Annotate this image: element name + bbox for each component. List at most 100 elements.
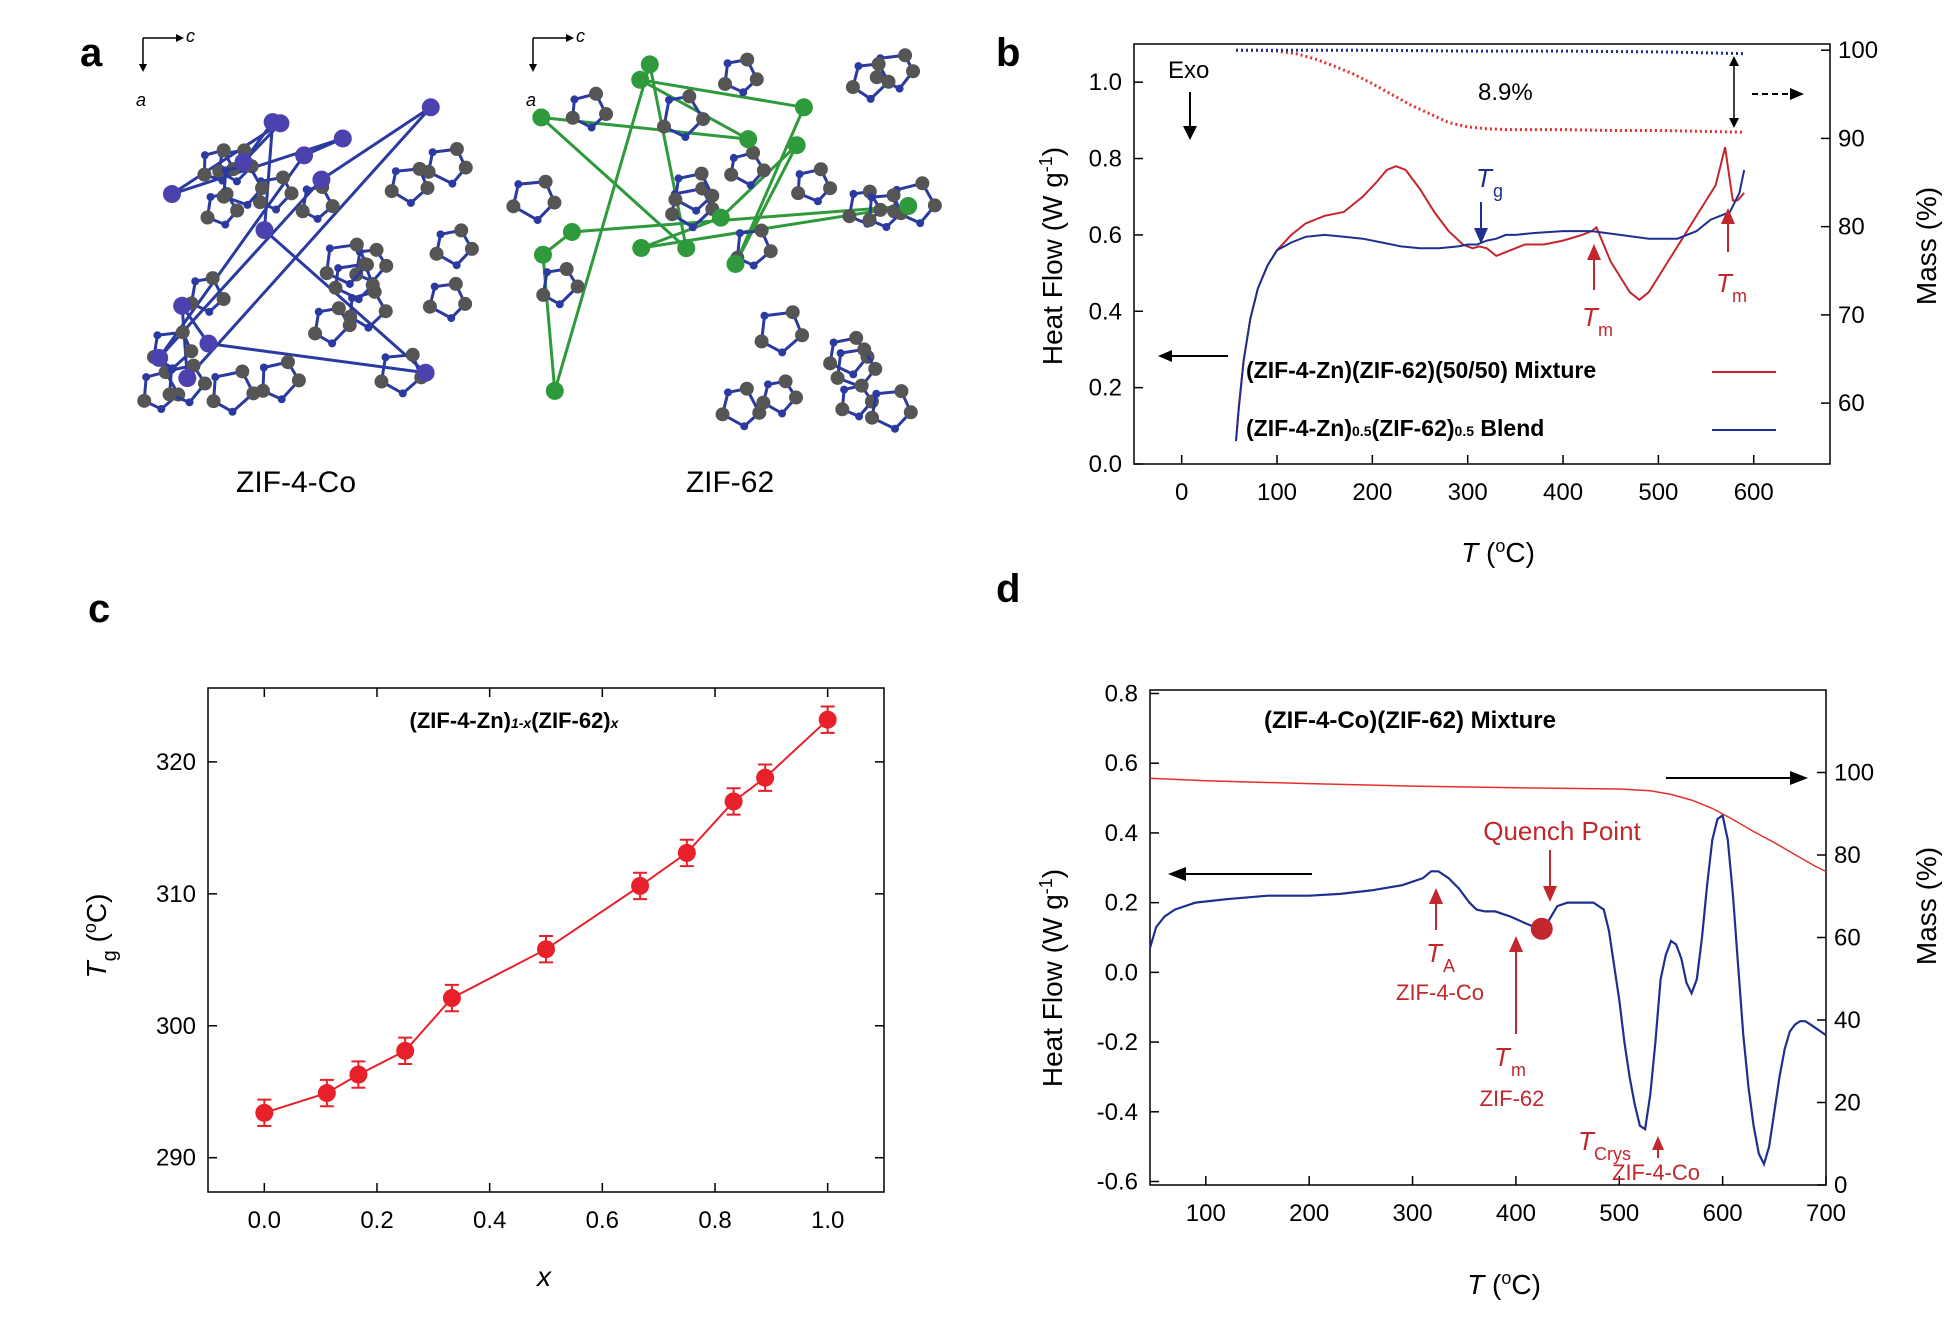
- atom: [378, 304, 393, 319]
- data-point: [631, 876, 650, 895]
- atom: [927, 198, 942, 213]
- bond: [639, 78, 805, 109]
- atom: [823, 181, 838, 196]
- atom: [739, 381, 754, 396]
- metal-atom: [255, 221, 274, 240]
- bond: [157, 154, 306, 359]
- panel-d-title: (ZIF-4-Co)(ZIF-62) Mixture: [1264, 707, 1556, 734]
- metal-atom: [677, 239, 696, 258]
- tcrys-label: T: [1578, 1126, 1596, 1156]
- quench-point-label: Quench Point: [1483, 816, 1641, 846]
- structure-zif-62: [506, 48, 942, 433]
- x-tick-label: 500: [1638, 479, 1678, 506]
- tm2-subscript: m: [1732, 286, 1747, 306]
- series-line-0: [1148, 813, 1827, 1168]
- atom: [391, 167, 400, 176]
- x-tick-label: 100: [1257, 479, 1297, 506]
- atom: [452, 261, 461, 270]
- y-tick-label: -0.2: [1097, 1029, 1138, 1056]
- metal-atom: [271, 114, 290, 133]
- x-tick-label: 200: [1289, 1200, 1329, 1227]
- atom: [302, 185, 311, 194]
- panel-c-xlabel: x: [535, 1261, 552, 1292]
- bond: [262, 121, 275, 231]
- plot-frame: [207, 687, 885, 1193]
- atom: [538, 174, 553, 189]
- y-tick-label: 0.2: [1105, 890, 1138, 917]
- panel-b: b 0 100 200 300 400 500 600 0.0 0.2 0.4 0.6 0.8 1.0 6…: [996, 31, 1942, 568]
- axis-a-label: a: [136, 90, 146, 110]
- atom: [185, 398, 194, 407]
- y-tick-label: -0.4: [1097, 1099, 1138, 1126]
- atom: [882, 223, 891, 232]
- data-point: [255, 1103, 274, 1122]
- atom: [890, 424, 899, 433]
- atom: [211, 373, 220, 382]
- atom: [405, 347, 420, 362]
- atom: [284, 186, 299, 201]
- y-tick-label: 290: [156, 1145, 196, 1172]
- tm1-arrow-icon: [1587, 244, 1601, 260]
- atom: [894, 384, 909, 399]
- atom: [665, 207, 680, 222]
- atom: [681, 133, 690, 142]
- series-line-2: [1236, 48, 1745, 134]
- axis-c-label: c: [186, 26, 195, 46]
- tm2-arrow-icon: [1721, 208, 1735, 224]
- y2-tick-label: 40: [1834, 1007, 1861, 1034]
- atom: [854, 378, 869, 393]
- atom: [345, 279, 354, 288]
- atom: [328, 339, 337, 348]
- atom: [349, 237, 364, 252]
- series-line-1: [1235, 169, 1746, 442]
- atom: [277, 395, 286, 404]
- metal-atom: [787, 136, 806, 155]
- atom: [903, 405, 918, 420]
- atom: [157, 405, 166, 414]
- tg-label: T: [1476, 163, 1494, 193]
- structure-zif-4-co-label: ZIF-4-Co: [236, 466, 356, 499]
- y-tick-label: 0.6: [1089, 222, 1122, 249]
- atom: [739, 88, 748, 97]
- x-tick-label: 300: [1448, 479, 1488, 506]
- y2-tick-label: 90: [1838, 125, 1865, 152]
- atom: [205, 271, 220, 286]
- atom: [845, 80, 860, 95]
- atom: [295, 204, 310, 219]
- data-point: [677, 843, 696, 862]
- bond: [320, 106, 432, 181]
- tm1-label: T: [1582, 302, 1600, 332]
- metal-atom: [416, 363, 435, 382]
- atom: [153, 331, 162, 340]
- metal-atom: [562, 222, 581, 241]
- tg-arrow-icon: [1474, 228, 1488, 244]
- atom: [255, 181, 270, 196]
- atom: [547, 195, 562, 210]
- atom: [764, 380, 773, 389]
- atom: [228, 407, 237, 416]
- atom: [206, 192, 215, 201]
- atom: [872, 389, 881, 398]
- atom: [715, 407, 730, 422]
- atom: [221, 220, 230, 229]
- atom: [692, 206, 701, 215]
- metal-atom: [726, 254, 745, 273]
- atom: [565, 110, 580, 125]
- axis-indicator-arrowheads: [529, 34, 574, 72]
- x-tick-label: 0.0: [248, 1207, 281, 1234]
- axis-indicator-2: c a: [526, 26, 585, 110]
- data-point: [442, 989, 461, 1008]
- atom: [855, 412, 864, 421]
- atom: [429, 246, 444, 261]
- atom: [749, 261, 758, 270]
- metal-atom: [899, 196, 918, 215]
- atom: [197, 167, 212, 182]
- y-tick-label: 0.8: [1105, 680, 1138, 707]
- atom: [829, 338, 838, 347]
- atom: [867, 193, 876, 202]
- legend-blend-label: (ZIF-4-Zn)0.5(ZIF-62)0.5 Blend: [1246, 415, 1544, 441]
- y-tick-label: -0.6: [1097, 1169, 1138, 1196]
- atom: [381, 353, 390, 362]
- panel-d-xlabel: T (oC): [1467, 1268, 1541, 1300]
- panel-c: c 0.0 0.2 0.4 0.6 0.8 1.0 290 300 310 320 (ZIF-4-…: [80, 587, 885, 1292]
